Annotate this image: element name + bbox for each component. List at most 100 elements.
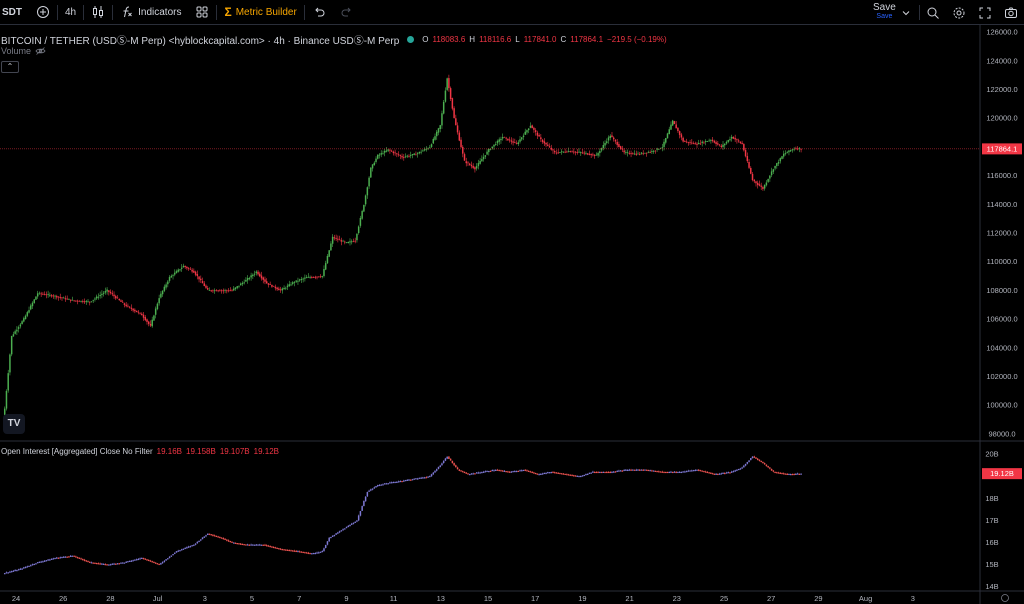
price-candle [767, 178, 769, 184]
price-candle [727, 139, 729, 144]
price-candle [82, 299, 84, 304]
oi-candle [494, 469, 497, 472]
oi-candle [612, 470, 615, 473]
price-candle [406, 154, 409, 158]
time-axis[interactable]: 24 26 28 Jul 3 5 7 9 11 13 15 17 19 21 23 25 27 29 Aug 3 [12, 594, 915, 603]
price-candle [434, 133, 436, 141]
undo-button[interactable] [305, 0, 333, 25]
open-key: O [422, 35, 429, 44]
price-candle [286, 283, 289, 291]
price-candle [177, 268, 179, 273]
price-candle [796, 146, 799, 151]
oi-candle [737, 468, 740, 471]
oi-candle [533, 471, 535, 474]
price-candle [614, 139, 617, 145]
price-candle [578, 148, 580, 154]
price-axis[interactable]: 126000.0124000.0122000.0120000.0118000.0… [986, 28, 1017, 439]
oi-candle [87, 560, 89, 563]
oi-candle [61, 556, 63, 559]
chart-type-button[interactable] [84, 0, 112, 25]
oi-candle [406, 479, 409, 481]
oi-title[interactable]: Open Interest [Aggregated] Close No Filt… [1, 447, 153, 456]
oi-candle [718, 472, 721, 475]
price-candle [357, 225, 360, 235]
oi-candle [750, 458, 752, 461]
oi-candle [345, 526, 348, 529]
oi-candle [80, 557, 82, 560]
price-candle [553, 149, 556, 155]
oi-candle [316, 551, 318, 554]
price-candle [90, 301, 93, 303]
layouts-button[interactable] [188, 0, 216, 25]
series-title[interactable]: BITCOIN / TETHER (USDⓈ-M Perp) <hyblockc… [1, 36, 400, 47]
save-menu-button[interactable] [893, 0, 919, 25]
metric-builder-button[interactable]: Σ Metric Builder [217, 0, 303, 25]
price-candle [670, 121, 672, 130]
goto-date-button[interactable] [1001, 594, 1009, 602]
oi-candle [352, 522, 355, 525]
volume-legend[interactable]: Volume [1, 46, 46, 56]
price-candle [720, 144, 723, 149]
oi-candle [524, 469, 526, 472]
oi-candle [321, 550, 323, 553]
oi-candle [626, 469, 629, 472]
save-button[interactable]: Save Save [873, 3, 896, 21]
oi-candle [9, 570, 11, 573]
eye-hidden-icon[interactable] [35, 47, 46, 55]
chart-canvas[interactable]: 126000.0124000.0122000.0120000.0118000.0… [0, 25, 1024, 604]
settings-button[interactable] [946, 0, 972, 25]
price-candle [200, 275, 202, 284]
toolbar-separator [112, 4, 114, 20]
oi-candle [184, 547, 186, 550]
collapse-legend-button[interactable]: ⌃ [1, 61, 19, 73]
oi-candle [474, 473, 476, 475]
price-candle [748, 159, 750, 169]
redo-button[interactable] [333, 0, 361, 25]
price-candle [734, 134, 736, 143]
close-key: C [560, 35, 567, 44]
price-candle [527, 128, 530, 134]
oi-candle [219, 536, 221, 539]
price-candle [373, 161, 376, 166]
oi-candle [423, 476, 426, 479]
oi-candle [675, 471, 677, 474]
oi-candle [493, 469, 495, 472]
oi-candle [250, 543, 252, 546]
price-candle [144, 315, 147, 322]
oi-candle [167, 558, 169, 560]
price-candle [619, 145, 622, 150]
oi-tick-label: 20B [985, 450, 998, 459]
price-candle [390, 149, 393, 153]
fullscreen-button[interactable] [972, 0, 998, 25]
compare-button[interactable] [29, 0, 57, 25]
oi-candle [677, 471, 679, 474]
snapshot-button[interactable] [998, 0, 1024, 25]
oi-candle [455, 464, 457, 468]
indicators-button[interactable]: Indicators [113, 0, 188, 25]
tradingview-logo[interactable]: TV [3, 414, 25, 434]
oi-candle [189, 545, 192, 548]
oi-candle [717, 473, 719, 476]
price-candle [255, 270, 258, 276]
symbol-button[interactable]: SDT [0, 0, 29, 25]
oi-candle [628, 468, 631, 471]
price-candle [80, 300, 82, 303]
oi-candle [760, 460, 762, 463]
quick-search-button[interactable] [920, 0, 946, 25]
price-candle [795, 146, 797, 150]
interval-button[interactable]: 4h [58, 0, 83, 25]
oi-candle [753, 455, 756, 459]
price-candle [468, 162, 471, 166]
oi-candle [165, 558, 167, 561]
price-candle [42, 292, 44, 296]
oi-label-badge: 19.12B [982, 468, 1022, 480]
oi-candle [748, 460, 750, 463]
price-candle [678, 130, 681, 139]
oi-candle [62, 556, 65, 558]
price-candle [401, 153, 403, 160]
oi-candle [463, 471, 466, 474]
oi-candle [758, 459, 761, 462]
price-candle [697, 139, 700, 145]
oi-candle [285, 549, 287, 551]
price-candle [550, 144, 553, 151]
